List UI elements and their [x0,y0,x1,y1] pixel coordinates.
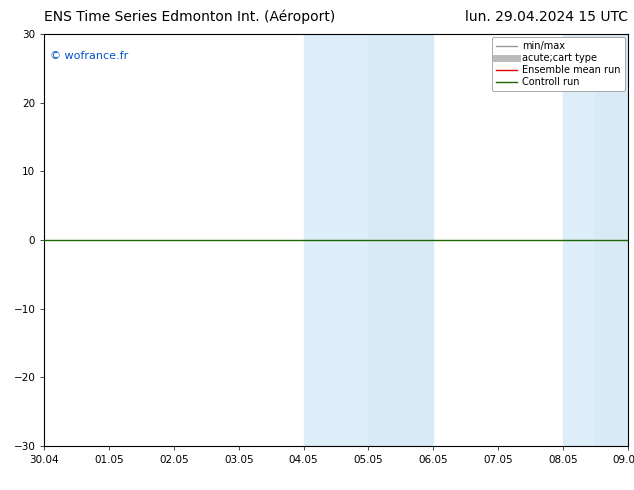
Text: lun. 29.04.2024 15 UTC: lun. 29.04.2024 15 UTC [465,10,628,24]
Text: © wofrance.fr: © wofrance.fr [50,51,129,61]
Bar [563,34,595,446]
Bar [368,34,433,446]
Bar [304,34,368,446]
Legend: min/max, acute;cart type, Ensemble mean run, Controll run: min/max, acute;cart type, Ensemble mean … [492,37,624,91]
Bar [595,34,628,446]
Text: ENS Time Series Edmonton Int. (Aéroport): ENS Time Series Edmonton Int. (Aéroport) [44,10,335,24]
